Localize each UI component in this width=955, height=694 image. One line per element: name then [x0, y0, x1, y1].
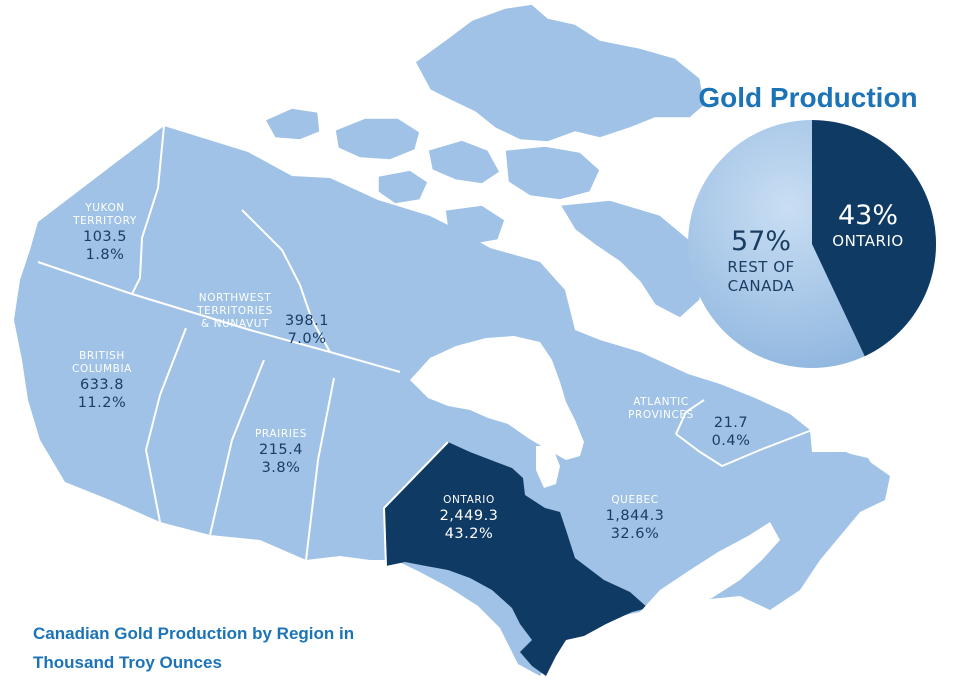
- region-value: 398.1: [284, 313, 329, 329]
- gulf-st-lawrence: [640, 522, 780, 612]
- region-boundaries: [37, 125, 813, 567]
- pie-rest-name: REST OF CANADA: [727, 258, 795, 295]
- pie-ontario-percent: 43%: [837, 200, 898, 231]
- region-value: 633.8: [79, 377, 124, 393]
- region-share: 0.4%: [711, 433, 751, 449]
- label-ontario: ONTARIO 2,449.3 43.2%: [424, 494, 514, 543]
- region-value: 1,844.3: [605, 508, 665, 524]
- hudson-bay: [410, 336, 584, 460]
- region-value: 21.7: [713, 415, 749, 431]
- region-share: 43.2%: [444, 526, 494, 542]
- caption-line-2: Thousand Troy Ounces: [33, 653, 222, 672]
- label-prairies: PRAIRIES 215.4 3.8%: [236, 428, 326, 477]
- region-value: 215.4: [258, 442, 303, 458]
- region-share: 1.8%: [85, 247, 125, 263]
- pie-rest-percent: 57%: [730, 226, 791, 257]
- region-name: NORTHWEST TERRITORIES & NUNAVUT: [197, 292, 273, 330]
- label-yukon: YUKON TERRITORY 103.5 1.8%: [60, 202, 150, 264]
- label-quebec: QUEBEC 1,844.3 32.6%: [590, 494, 680, 543]
- pie-ontario-name: ONTARIO: [832, 232, 904, 250]
- label-atlantic-values: 21.7 0.4%: [704, 414, 758, 450]
- caption-line-1: Canadian Gold Production by Region in: [33, 624, 355, 643]
- region-value: 2,449.3: [439, 508, 499, 524]
- pie-ontario-label: 43% ONTARIO: [812, 200, 924, 251]
- region-value: 103.5: [82, 229, 127, 245]
- newfoundland: [818, 452, 880, 510]
- region-share: 7.0%: [287, 331, 327, 347]
- james-bay: [536, 446, 560, 488]
- arctic-islands: [263, 3, 706, 319]
- pie-rest-label: 57% REST OF CANADA: [700, 226, 822, 296]
- pie-title: Gold Production: [698, 82, 918, 113]
- label-nwt-values: 398.1 7.0%: [272, 312, 342, 348]
- map-caption: Canadian Gold Production by Region in Th…: [33, 619, 453, 677]
- pie-ontario-slice: [812, 120, 937, 357]
- region-name: ATLANTIC PROVINCES: [628, 396, 694, 421]
- pie-chart: [688, 120, 937, 368]
- region-name: ONTARIO: [443, 494, 495, 506]
- region-share: 32.6%: [610, 526, 660, 542]
- region-name: PRAIRIES: [255, 428, 307, 440]
- ontario-region: [384, 442, 648, 676]
- region-share: 3.8%: [261, 460, 301, 476]
- region-name: YUKON TERRITORY: [73, 202, 137, 227]
- label-atlantic: ATLANTIC PROVINCES: [616, 396, 706, 422]
- region-share: 11.2%: [77, 395, 127, 411]
- region-name: BRITISH COLUMBIA: [72, 350, 132, 375]
- label-nwt: NORTHWEST TERRITORIES & NUNAVUT: [190, 292, 280, 331]
- region-name: QUEBEC: [611, 494, 659, 506]
- label-bc: BRITISH COLUMBIA 633.8 11.2%: [58, 350, 146, 412]
